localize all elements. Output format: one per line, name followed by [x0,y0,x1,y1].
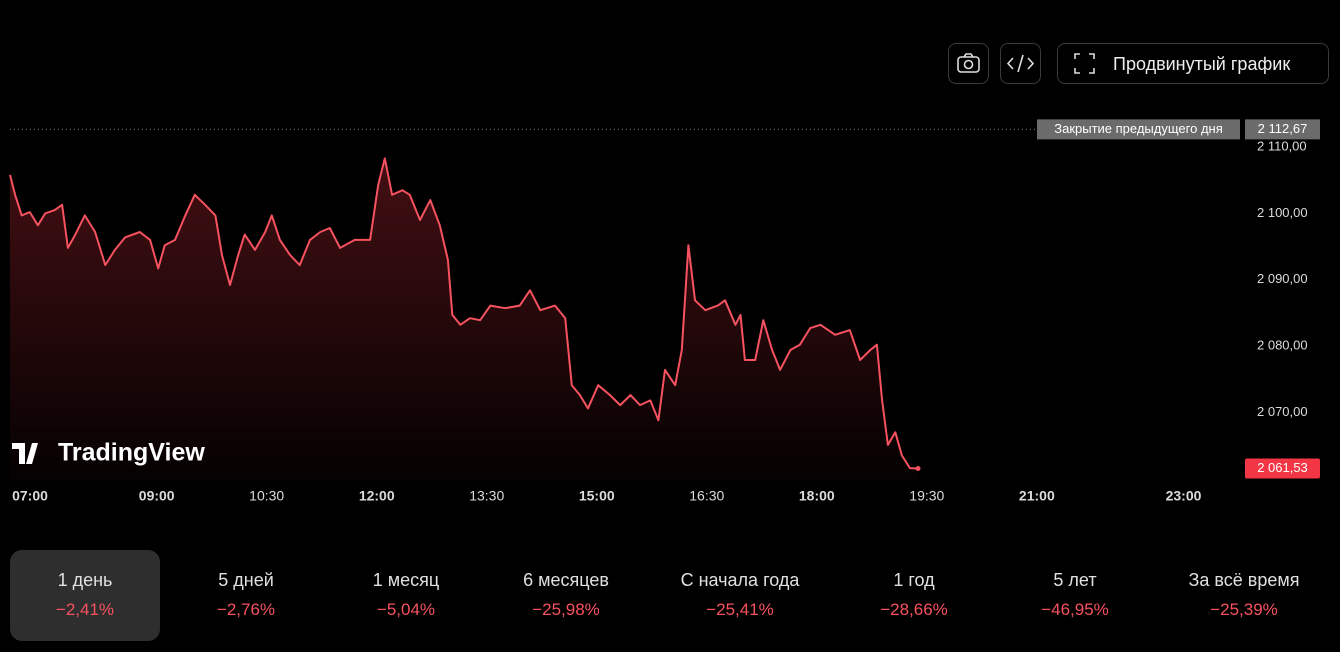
period-change: −2,41% [55,600,115,619]
y-tick-label: 2 070,00 [1257,404,1308,419]
period-label: 1 день [57,570,113,590]
code-icon [1006,54,1035,73]
period-change: −28,66% [880,600,948,619]
period-label: 6 месяцев [523,570,609,590]
previous-close-name-box [1037,119,1240,140]
advanced-chart-label: Продвинутый график [1113,54,1291,74]
period-tab[interactable]: 1 день −2,41% [10,550,160,641]
y-tick-label: 2 080,00 [1257,337,1308,352]
x-tick-label: 18:00 [799,488,835,504]
embed-button[interactable] [1000,43,1041,84]
period-label: За всё время [1188,570,1300,590]
period-tab[interactable]: 5 дней −2,76% [171,550,321,641]
period-change: −2,76% [216,600,276,619]
previous-close-label: 2 112,67 [1258,121,1308,136]
x-tick-label: 13:30 [469,488,504,504]
period-label: С начала года [680,570,800,590]
last-price-box [1245,458,1320,479]
period-change: −25,39% [1210,600,1278,619]
period-change: −25,98% [532,600,600,619]
period-change: −25,41% [706,600,774,619]
price-line [9,157,919,470]
period-tab[interactable]: За всё время −25,39% [1169,550,1319,641]
logo-text: TradingView [58,439,205,467]
period-label: 1 год [893,570,935,590]
x-tick-label: 12:00 [359,488,395,504]
period-change: −5,04% [376,600,436,619]
period-tab[interactable]: С начала года −25,41% [665,550,815,641]
advanced-chart-button[interactable]: Продвинутый график [1057,43,1329,84]
x-tick-label: 09:00 [139,488,175,504]
logo: TradingView [12,439,205,467]
period-label: 5 дней [218,570,274,590]
x-tick-label: 15:00 [579,488,615,504]
period-tab[interactable]: 5 лет −46,95% [1000,550,1150,641]
logo-icon [12,443,38,464]
y-tick-label: 2 090,00 [1257,271,1308,286]
period-label: 5 лет [1053,570,1097,590]
x-tick-label: 21:00 [1019,488,1055,504]
camera-icon [957,53,980,73]
period-tab[interactable]: 1 месяц −5,04% [331,550,481,641]
y-tick-label: 2 110,00 [1257,139,1307,154]
period-tab[interactable]: 1 год −28,66% [839,550,989,641]
y-tick-label: 2 100,00 [1257,205,1308,220]
last-point [915,466,921,472]
area-fill [10,158,918,480]
x-tick-label: 10:30 [249,488,284,504]
previous-close-name: Закрытие предыдущего дня [1054,121,1223,136]
x-tick-label: 16:30 [689,488,724,504]
x-tick-label: 19:30 [909,488,944,504]
period-tab[interactable]: 6 месяцев −25,98% [491,550,641,641]
fullscreen-icon [1074,53,1095,74]
x-tick-label: 23:00 [1166,488,1202,504]
x-tick-label: 07:00 [12,488,48,504]
period-change: −46,95% [1041,600,1109,619]
screenshot-button[interactable] [948,43,989,84]
last-price-label: 2 061,53 [1257,460,1308,475]
previous-close-box [1245,119,1320,140]
period-label: 1 месяц [372,570,440,590]
chart: TradingView 2 070,00 2 080,00 2 090,00 2 10… [9,119,1320,504]
